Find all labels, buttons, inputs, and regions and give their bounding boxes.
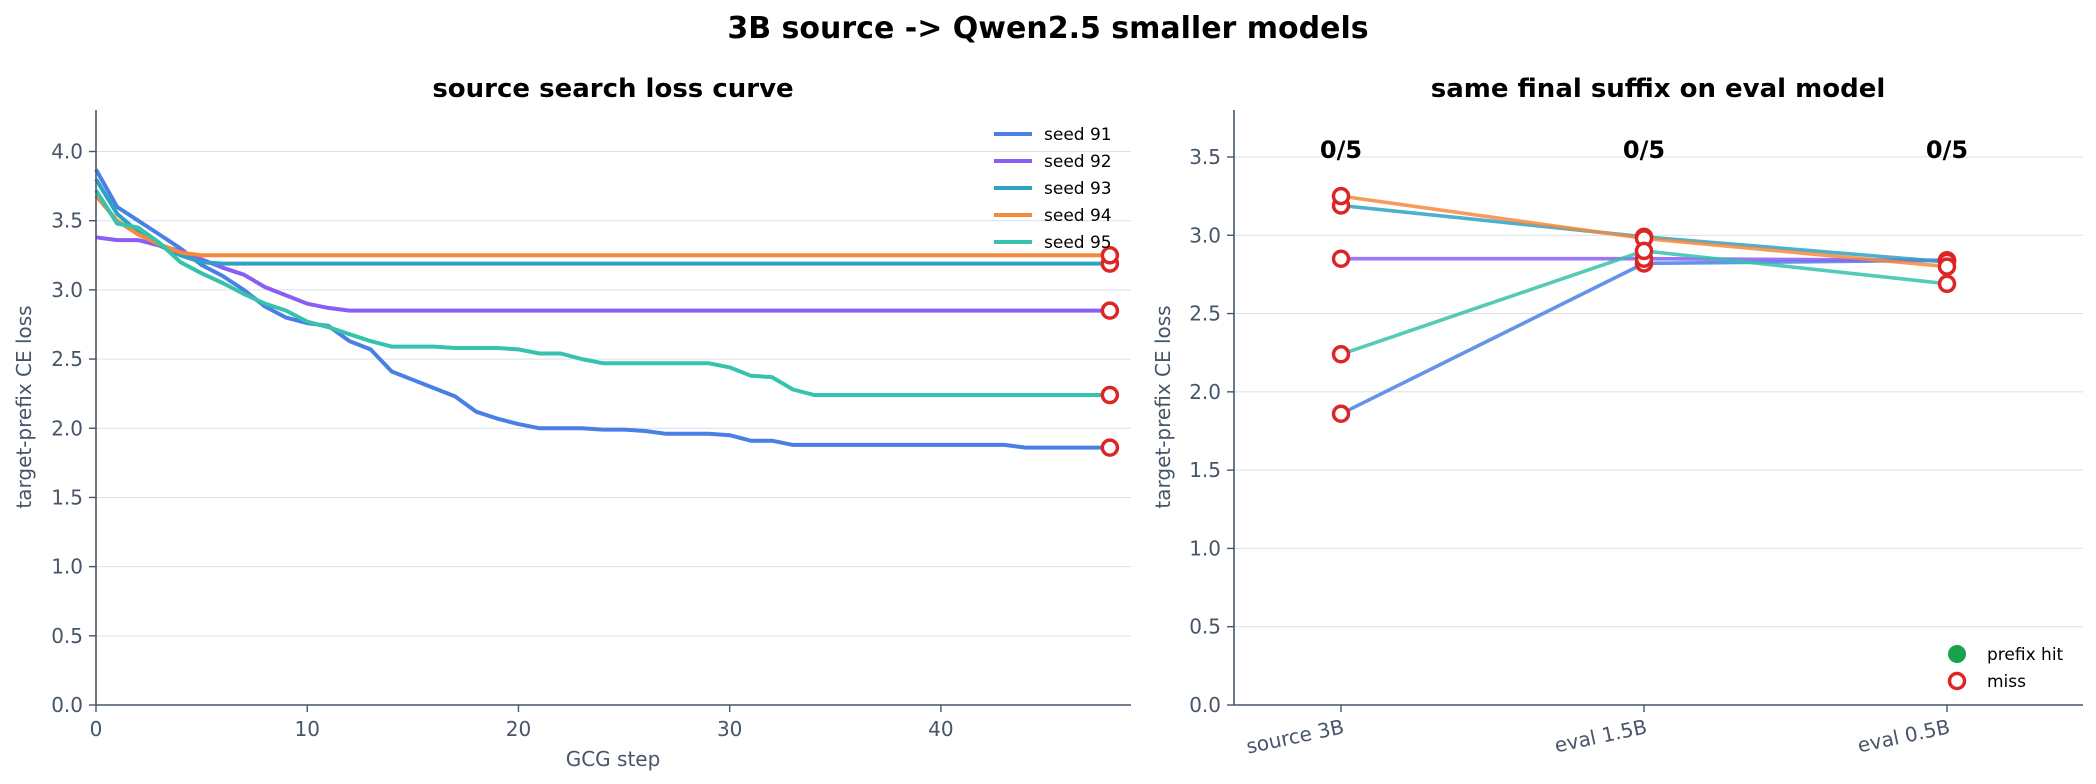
right-point-marker-seed-95 — [1937, 274, 1957, 294]
left-final-marker-seed-95 — [1100, 385, 1120, 405]
hit-count-annotation: 0/5 — [1623, 136, 1665, 164]
left-x-ticks: 0 10 20 30 40 — [90, 705, 954, 741]
figure-title: 3B source -> Qwen2.5 smaller models — [727, 11, 1368, 46]
left-final-marker-seed-92 — [1100, 301, 1120, 320]
right-point-marker-seed-92 — [1331, 249, 1351, 268]
left-final-marker-seed-91 — [1100, 438, 1120, 457]
left-series-lines — [94, 168, 1110, 450]
right-x-tick-label: source 3B — [1244, 714, 1346, 758]
left-x-tick-label: 40 — [928, 717, 953, 741]
right-panel-title: same final suffix on eval model — [1431, 74, 1886, 104]
right-legend: prefix hit miss — [1947, 645, 2064, 692]
left-y-tick-label: 3.5 — [51, 209, 83, 233]
legend-label-seed-95: seed 95 — [1044, 233, 1112, 253]
left-y-tick-label: 3.0 — [51, 278, 83, 302]
legend-label-seed-91: seed 91 — [1044, 125, 1112, 145]
legend-label-seed-93: seed 93 — [1044, 179, 1112, 199]
legend-miss-label: miss — [1987, 672, 2026, 692]
left-y-axis-label: target-prefix CE loss — [12, 305, 36, 508]
right-y-tick-label: 3.5 — [1189, 145, 1221, 169]
left-y-tick-label: 1.5 — [51, 485, 83, 509]
left-x-tick-label: 20 — [506, 717, 531, 741]
left-series-line-seed-92 — [95, 235, 1110, 313]
left-panel-title: source search loss curve — [432, 74, 793, 104]
left-final-marker-seed-94 — [1100, 246, 1120, 265]
right-point-marker-seed-95 — [1331, 345, 1351, 364]
right-x-ticks: source 3B eval 1.5B eval 0.5B — [1244, 705, 1952, 759]
hit-count-annotation: 0/5 — [1926, 136, 1968, 164]
left-legend: seed 91 seed 92 seed 93 seed 94 seed 95 — [994, 125, 1112, 253]
left-y-tick-label: 4.0 — [51, 140, 83, 164]
left-y-tick-label: 0.0 — [51, 693, 83, 717]
left-final-markers — [1100, 246, 1120, 457]
right-x-tick-label: eval 1.5B — [1552, 714, 1649, 757]
right-point-marker-seed-94 — [1937, 257, 1957, 276]
left-series-line-seed-94 — [94, 194, 1110, 258]
right-y-tick-label: 0.0 — [1189, 693, 1221, 717]
right-point-marker-seed-91 — [1331, 404, 1351, 424]
right-y-ticks: 0.0 0.5 1.0 1.5 2.0 2.5 3.0 3.5 — [1189, 145, 1234, 717]
hit-count-annotation: 0/5 — [1320, 136, 1362, 164]
right-x-tick-label: eval 0.5B — [1855, 714, 1952, 757]
left-y-tick-label: 2.5 — [51, 347, 83, 371]
right-y-tick-label: 1.0 — [1189, 536, 1221, 560]
left-series-line-seed-93 — [94, 178, 1110, 266]
right-series-line-seed-91 — [1340, 258, 1948, 416]
right-panel: same final suffix on eval model 0.0 0.5 1.… — [1151, 74, 2083, 759]
left-y-tick-label: 1.0 — [51, 555, 83, 579]
left-x-axis-label: GCG step — [566, 747, 661, 771]
right-point-marker-seed-95 — [1634, 241, 1654, 261]
legend-label-seed-94: seed 94 — [1044, 206, 1112, 226]
right-y-tick-label: 0.5 — [1189, 615, 1221, 639]
legend-hit-marker — [1948, 645, 1966, 663]
legend-hit-label: prefix hit — [1987, 645, 2064, 665]
left-series-line-seed-91 — [94, 168, 1110, 450]
left-x-tick-label: 30 — [717, 717, 742, 741]
right-y-axis-label: target-prefix CE loss — [1151, 305, 1175, 508]
left-y-tick-label: 0.5 — [51, 624, 83, 648]
left-series-line-seed-95 — [94, 189, 1110, 397]
right-y-tick-label: 2.5 — [1189, 302, 1221, 326]
left-x-tick-label: 10 — [294, 717, 319, 741]
right-point-markers — [1331, 186, 1957, 424]
legend-miss-marker — [1947, 671, 1967, 691]
legend-label-seed-92: seed 92 — [1044, 152, 1112, 172]
left-y-ticks: 0.0 0.5 1.0 1.5 2.0 2.5 3.0 3.5 4.0 — [51, 140, 96, 717]
right-annotations: 0/5 0/5 0/5 — [1320, 136, 1968, 164]
right-y-tick-label: 1.5 — [1189, 458, 1221, 482]
right-y-tick-label: 3.0 — [1189, 223, 1221, 247]
right-point-marker-seed-94 — [1331, 186, 1351, 206]
left-panel: source search loss curve 0.0 0.5 1.0 1.5 2.0… — [12, 74, 1131, 771]
left-x-tick-label: 0 — [90, 717, 103, 741]
left-y-tick-label: 2.0 — [51, 416, 83, 440]
right-y-tick-label: 2.0 — [1189, 380, 1221, 404]
